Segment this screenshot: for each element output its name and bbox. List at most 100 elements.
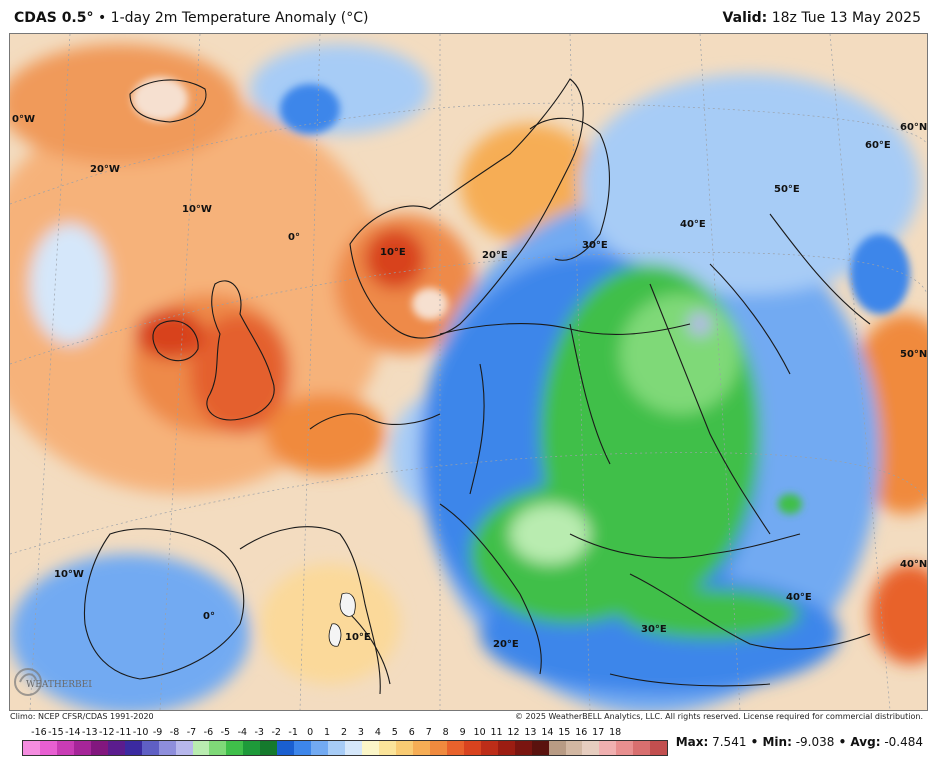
scale-swatch <box>209 741 227 755</box>
coord-label: 10°W <box>54 569 84 580</box>
climo-note: Climo: NCEP CFSR/CDAS 1991-2020 <box>10 712 154 721</box>
scale-tick-label: 7 <box>425 727 432 738</box>
scale-swatch <box>243 741 261 755</box>
scale-swatch <box>226 741 244 755</box>
scale-swatch <box>90 741 108 755</box>
scale-swatch <box>565 741 583 755</box>
scale-tick-label: 17 <box>592 727 605 738</box>
scale-tick-label: -15 <box>48 727 64 738</box>
valid-value: 18z Tue 13 May 2025 <box>767 10 921 26</box>
coastlines <box>83 78 871 695</box>
scale-tick-label: -5 <box>220 727 231 738</box>
header: CDAS 0.5° • 1-day 2m Temperature Anomaly… <box>0 0 935 34</box>
map-canvas <box>10 34 927 710</box>
scale-tick-label: 9 <box>459 727 466 738</box>
scale-tick-label: -4 <box>237 727 248 738</box>
scale-swatch <box>124 741 142 755</box>
scale-tick-label: -9 <box>152 727 163 738</box>
scale-swatch <box>412 741 430 755</box>
scale-swatch <box>446 741 464 755</box>
weatherbell-logo: WEATHERBELL <box>12 662 100 702</box>
scale-tick-label: 0 <box>307 727 314 738</box>
scale-swatch <box>56 741 74 755</box>
scale-tick-label: 14 <box>541 727 554 738</box>
avg-value: -0.484 <box>880 735 923 749</box>
scale-swatch <box>548 741 566 755</box>
scale-tick-label: 1 <box>324 727 331 738</box>
min-label: • Min: <box>746 735 792 749</box>
scale-tick-label: 8 <box>442 727 449 738</box>
anomaly-details <box>132 77 910 514</box>
coord-label: 0°W <box>12 114 35 125</box>
scale-tick-label: 3 <box>357 727 364 738</box>
scale-ticks: -16 -15 -14 -13 -12 -11 -10 -9 -8 -7 -6 -5 -4 -3 -2 -1 0… <box>22 727 670 739</box>
scale-tick-label: 2 <box>340 727 348 738</box>
graticule <box>10 34 927 710</box>
avg-label: • Avg: <box>834 735 881 749</box>
logo-text: WEATHERBELL <box>26 680 92 690</box>
scale-tick-label: 5 <box>391 727 398 738</box>
scale-tick-label: 6 <box>408 727 415 738</box>
scale-tick-label: -16 <box>31 727 47 738</box>
coord-label: 10°E <box>380 247 406 258</box>
scale-swatch <box>73 741 91 755</box>
scale-swatch <box>23 741 40 755</box>
coord-label: 60°E <box>865 140 891 151</box>
scale-tick-label: 12 <box>507 727 520 738</box>
scale-tick-label: -10 <box>132 727 149 738</box>
coord-label: 40°E <box>786 592 812 603</box>
scale-swatch <box>362 741 380 755</box>
scale-tick-label: 13 <box>524 727 537 738</box>
scale-tick-label: -6 <box>203 727 214 738</box>
scale-swatch <box>328 741 346 755</box>
field-stats: Max: 7.541 • Min: -9.038 • Avg: -0.484 <box>676 735 923 749</box>
valid-time: Valid: 18z Tue 13 May 2025 <box>723 10 921 26</box>
scale-tick-label: -3 <box>254 727 264 738</box>
scale-swatch <box>192 741 210 755</box>
scale-swatch <box>616 741 634 755</box>
scale-swatch <box>582 741 600 755</box>
scale-tick-label: 10 <box>473 727 486 738</box>
coord-label: 60°N <box>900 122 928 133</box>
valid-label: Valid: <box>722 10 768 26</box>
scale-swatch <box>158 741 176 755</box>
scale-swatch <box>260 741 278 755</box>
scale-bar <box>22 740 668 756</box>
scale-swatch <box>480 741 498 755</box>
anomaly-map: 0°W 20°W 10°W 0° 10°E 20°E 30°E 40°E 50°… <box>9 33 928 711</box>
scale-swatch <box>650 741 668 755</box>
scale-swatch <box>175 741 193 755</box>
model-name: CDAS 0.5° <box>14 10 94 26</box>
coord-label: 30°E <box>582 240 608 251</box>
scale-swatch <box>599 741 617 755</box>
variable-title: • 1-day 2m Temperature Anomaly (°C) <box>93 10 369 26</box>
max-label: Max: <box>675 735 709 749</box>
coord-label: 20°E <box>482 250 508 261</box>
coord-label: 20°W <box>90 164 120 175</box>
coord-label: 40°E <box>680 219 706 230</box>
coord-label: 50°N <box>900 349 928 360</box>
scale-tick-label: 16 <box>575 727 588 738</box>
scale-swatch <box>39 741 57 755</box>
coord-label: 10°W <box>182 204 212 215</box>
scale-swatch <box>514 741 532 755</box>
coord-label: 30°E <box>641 624 667 635</box>
max-value: 7.541 <box>708 735 747 749</box>
scale-tick-label: 4 <box>374 727 381 738</box>
scale-tick-label: -8 <box>169 727 180 738</box>
scale-swatch <box>497 741 515 755</box>
coord-label: 40°N <box>900 559 928 570</box>
scale-swatch <box>345 741 363 755</box>
scale-tick-label: 15 <box>558 727 571 738</box>
coord-label: 10°E <box>345 632 371 643</box>
coord-label: 50°E <box>774 184 800 195</box>
coord-label: 20°E <box>493 639 519 650</box>
scale-swatch <box>531 741 549 755</box>
scale-swatch <box>311 741 329 755</box>
scale-tick-label: -11 <box>115 727 132 738</box>
scale-swatch <box>294 741 312 755</box>
scale-tick-label: -13 <box>82 727 98 738</box>
scale-swatch <box>429 741 447 755</box>
scale-tick-label: -7 <box>186 727 197 738</box>
island-outlines <box>328 592 356 647</box>
